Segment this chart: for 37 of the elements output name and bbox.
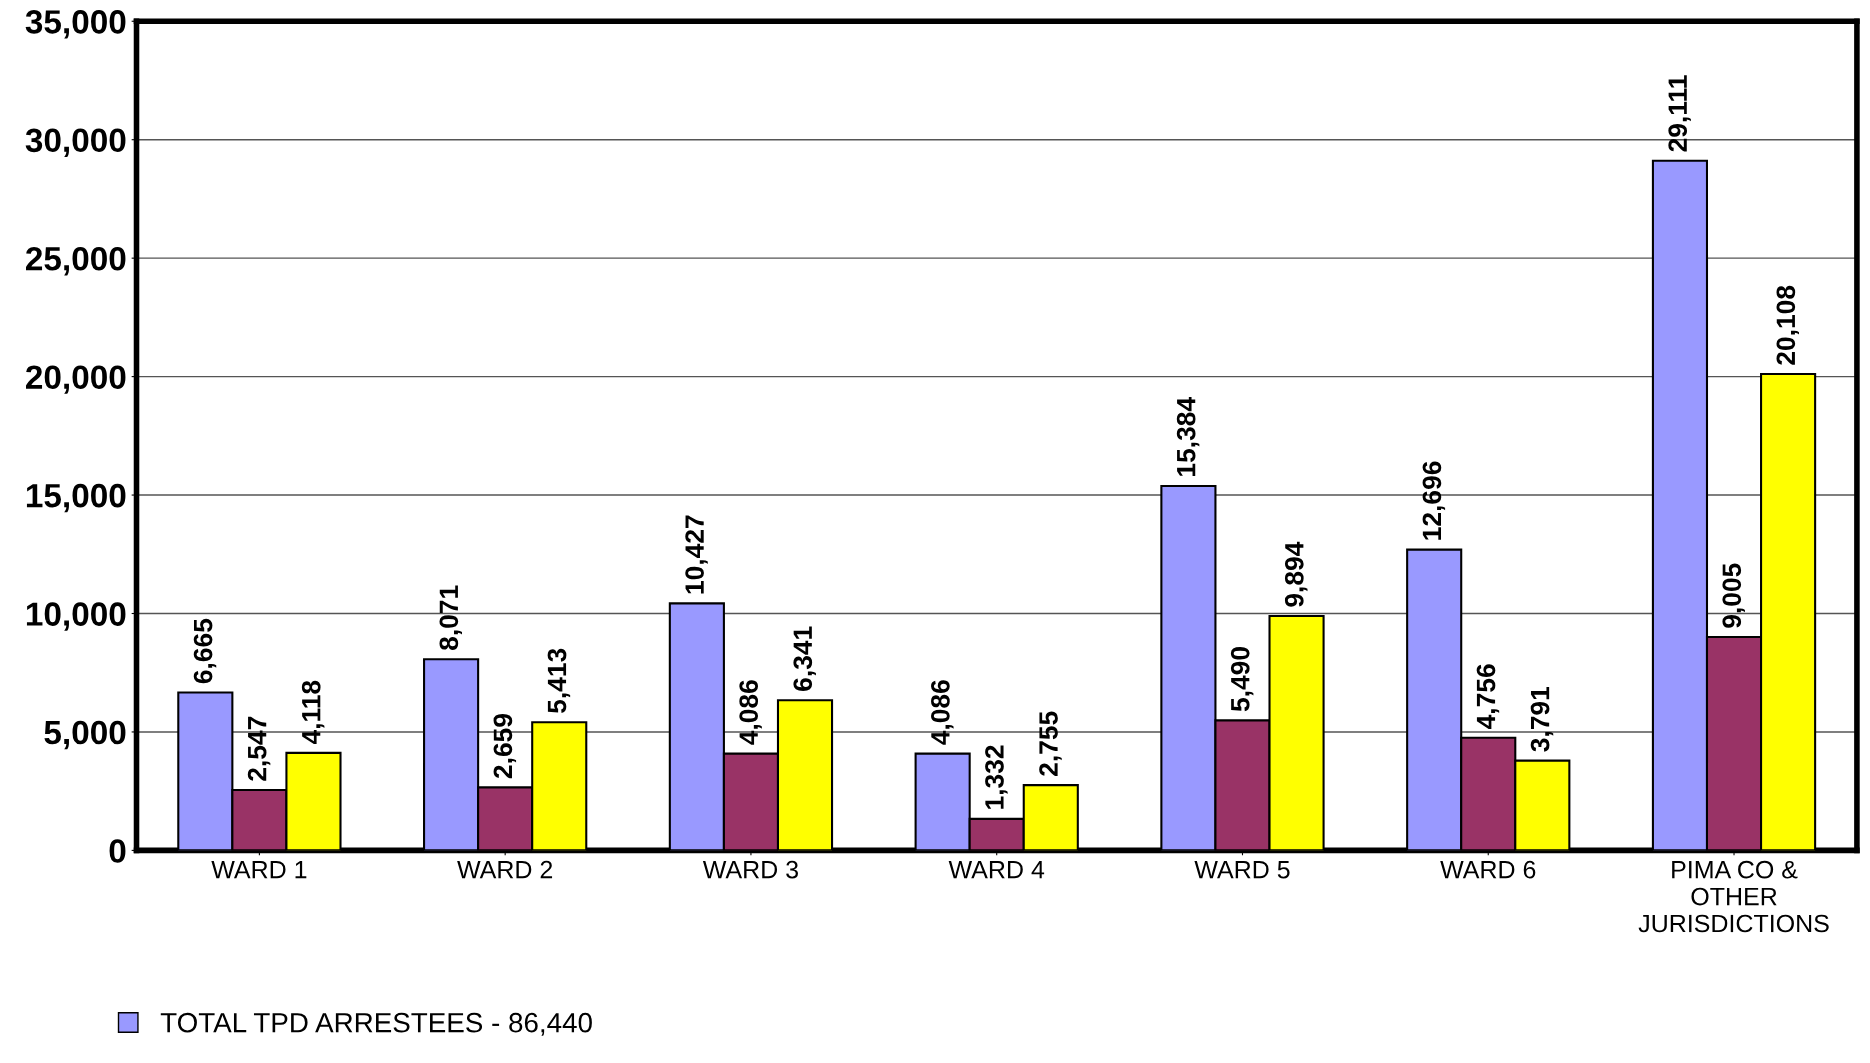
data-label: 4,086 <box>931 680 954 745</box>
data-label: 4,118 <box>301 680 325 745</box>
data-label: 2,547 <box>247 716 271 781</box>
data-label: 20,108 <box>1776 285 1799 365</box>
data-label: 4,756 <box>1476 664 1500 729</box>
data-label: 10,427 <box>685 515 708 594</box>
x-tick-label: PIMA CO & OTHER JURISDICTIONS <box>1638 860 1829 933</box>
y-tick-label: 20,000 <box>26 365 126 394</box>
x-tick-label: WARD 3 <box>702 860 798 879</box>
data-label: 9,894 <box>1284 541 1308 607</box>
data-label: 8,071 <box>439 585 463 651</box>
data-label: 4,086 <box>739 680 762 745</box>
data-label: 12,696 <box>1422 461 1446 540</box>
data-label: 5,413 <box>547 648 571 714</box>
x-tick-label: WARD 4 <box>948 861 1045 879</box>
x-tick-label: WARD 1 <box>211 861 307 879</box>
data-label: 2,755 <box>1039 711 1062 776</box>
x-tick-label: WARD 6 <box>1440 860 1536 879</box>
data-label: 9,005 <box>1722 563 1745 628</box>
y-tick-label: 30,000 <box>25 128 126 157</box>
x-tick-label: WARD 5 <box>1194 861 1290 879</box>
data-label: 5,490 <box>1230 647 1254 712</box>
y-tick-label: 15,000 <box>26 483 126 513</box>
y-tick-label: 35,000 <box>25 10 126 39</box>
y-tick-label: 25,000 <box>26 246 126 276</box>
y-tick-label: 10,000 <box>26 602 126 631</box>
data-label: 29,111 <box>1668 75 1691 152</box>
data-label: 6,341 <box>793 626 816 691</box>
data-label: 2,659 <box>493 714 517 779</box>
legend-label: TOTAL TPD ARRESTEES - 86,440 <box>160 1012 592 1036</box>
x-tick-label: WARD 2 <box>457 860 553 879</box>
data-label: 6,665 <box>193 618 217 684</box>
data-label: 3,791 <box>1530 686 1554 752</box>
data-label: 15,384 <box>1176 397 1200 476</box>
y-tick-label: 5,000 <box>44 720 126 750</box>
y-tick-label: 0 <box>109 839 126 863</box>
data-label: 1,332 <box>985 745 1008 809</box>
